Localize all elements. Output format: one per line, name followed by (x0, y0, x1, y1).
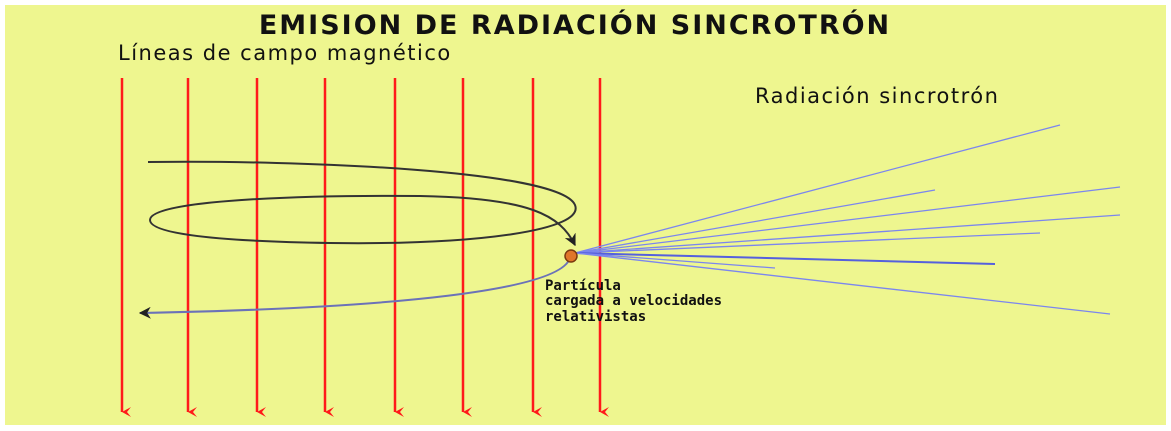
particle-label: relativistas (545, 309, 646, 325)
particle-label: Partícula (545, 278, 621, 294)
field-lines-label: Líneas de campo magnético (118, 41, 452, 65)
radiation-label: Radiación sincrotrón (755, 84, 999, 108)
particle-path (147, 160, 577, 247)
title: EMISION DE RADIACIÓN SINCROTRÓN (259, 9, 891, 41)
particle-exit-path (138, 257, 571, 319)
particle (564, 249, 578, 263)
radiation-rays (574, 124, 1121, 315)
particle-label: cargada a velocidades (545, 293, 722, 309)
background (5, 5, 1166, 425)
magnetic-field-lines (120, 78, 609, 417)
